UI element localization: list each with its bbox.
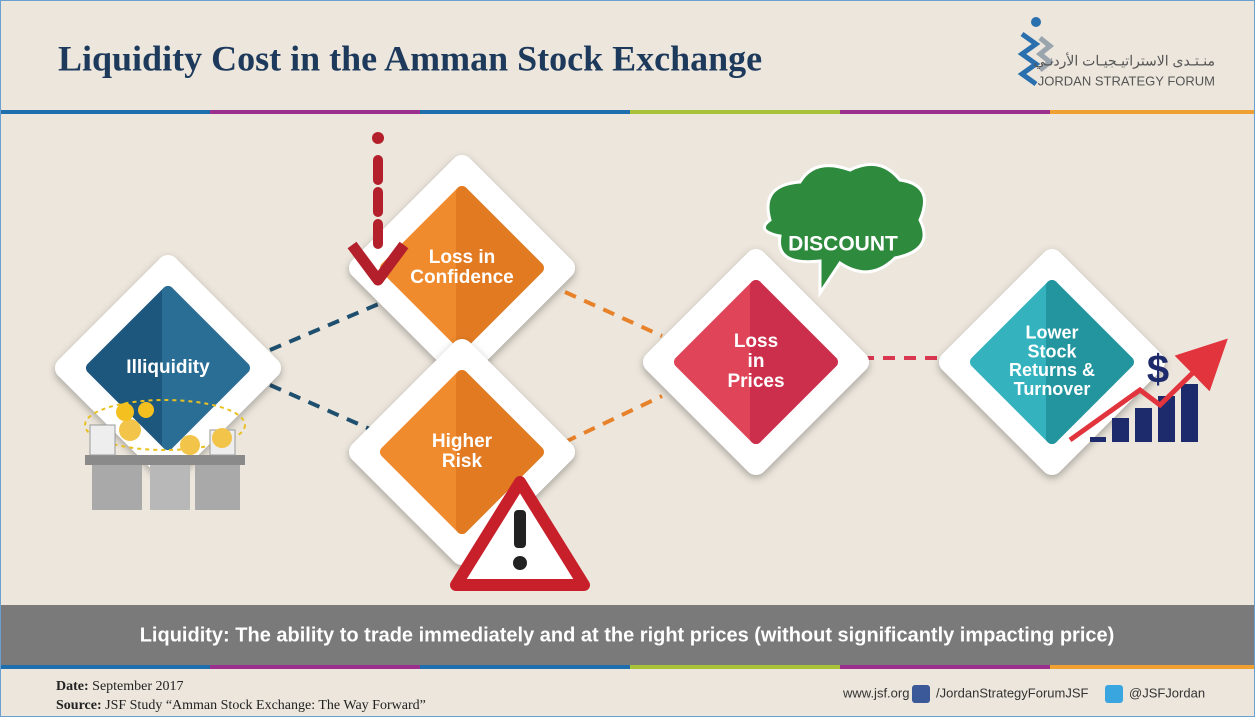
discount-label: DISCOUNT [788,233,898,256]
date-line: Date: September 2017 [56,679,184,694]
node-label: in [748,351,765,372]
facebook: /JordanStrategyForumJSF [936,685,1089,700]
node-label: Loss in [429,247,496,268]
node-label: Illiquidity [126,357,210,378]
banner-text: Liquidity: The ability to trade immediat… [140,624,1115,646]
source-line: Source: JSF Study “Amman Stock Exchange:… [56,698,426,713]
node-label: Confidence [410,267,513,288]
source: JSF Study “Amman Stock Exchange: The Way… [105,698,426,713]
node-label: Turnover [1014,379,1091,399]
date-label: Date: [56,679,89,694]
node-label: Higher [432,431,493,452]
node-label: Lower [1025,322,1078,342]
website: www.jsf.org [842,685,909,700]
dollar-icon: $ [1147,348,1169,392]
twitter-icon [1105,685,1123,703]
footer-stripe [0,665,1255,669]
twitter: @JSFJordan [1129,685,1205,700]
source-label: Source: [56,698,102,713]
date: September 2017 [92,679,183,694]
infographic: Liquidity Cost in the Amman Stock Exchan… [0,0,1255,717]
facebook-icon [912,685,930,703]
page: {"header": {"title": "Liquidity Cost in … [0,0,1255,717]
title: Liquidity Cost in the Amman Stock Exchan… [58,38,762,78]
node-label: Returns & [1009,360,1095,380]
node-label: Loss [734,331,778,352]
node-label: Risk [442,451,483,472]
logo-arabic: منـتـدى الاستراتيـجيـات الأردنـي [1034,52,1215,70]
node-label: Prices [727,371,784,392]
logo-english: JORDAN STRATEGY FORUM [1038,73,1215,88]
header-stripe [0,110,1255,114]
node-label: Stock [1027,341,1077,361]
